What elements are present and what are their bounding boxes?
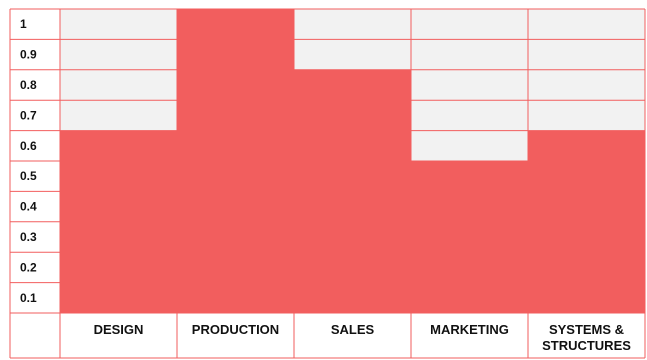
y-tick-label: 0.4 — [20, 200, 37, 214]
bar-marketing — [411, 161, 528, 313]
y-tick-label: 0.2 — [20, 260, 37, 274]
y-tick-label: 0.5 — [20, 169, 37, 183]
x-category-label: SYSTEMS & STRUCTURES — [542, 322, 631, 353]
x-category-label: MARKETING — [430, 322, 509, 337]
x-category-label: DESIGN — [94, 322, 144, 337]
bar-production — [177, 9, 294, 313]
bar-sales — [294, 69, 411, 313]
y-tick-label: 0.3 — [20, 230, 37, 244]
bar-design — [60, 130, 177, 313]
y-tick-label: 0.8 — [20, 78, 37, 92]
y-tick-label: 0.9 — [20, 48, 37, 62]
y-tick-label: 0.6 — [20, 139, 37, 153]
y-tick-label: 1 — [20, 17, 27, 31]
y-tick-label: 0.1 — [20, 291, 37, 305]
y-tick-label: 0.7 — [20, 108, 37, 122]
bar-systems-structures — [528, 130, 645, 313]
x-category-label: PRODUCTION — [192, 322, 279, 337]
x-category-label: SALES — [331, 322, 375, 337]
